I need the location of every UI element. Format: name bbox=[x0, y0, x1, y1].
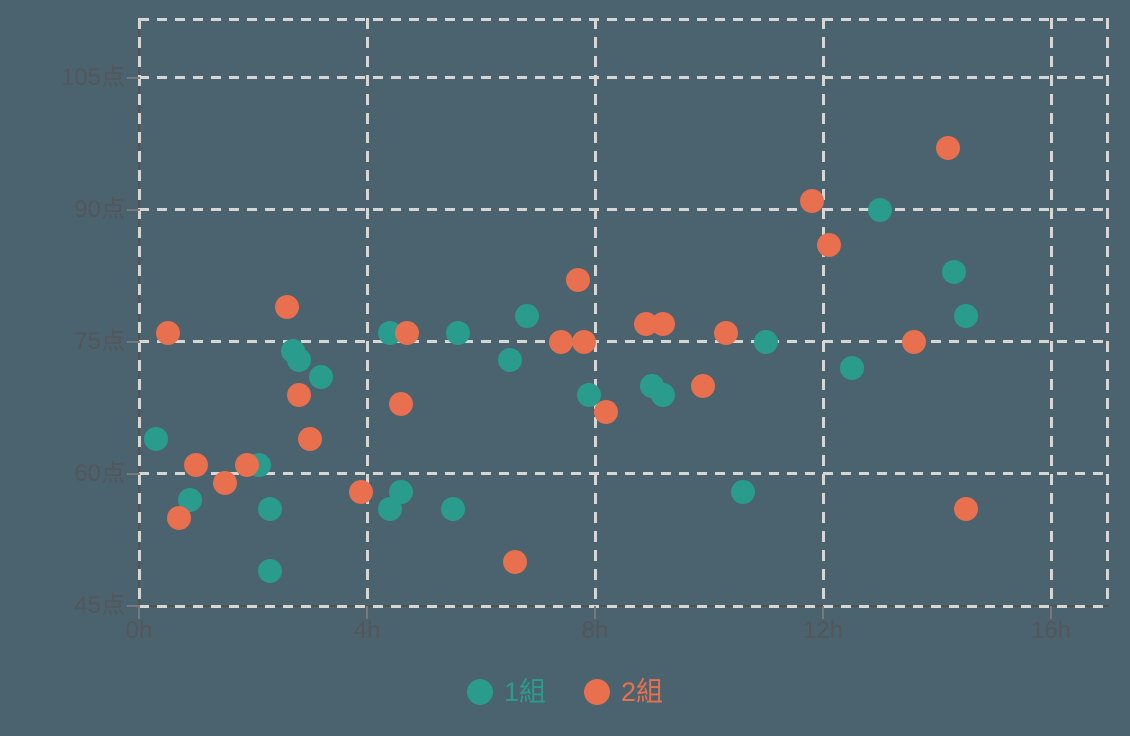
data-point-series-1 bbox=[651, 382, 676, 407]
data-point-series-1 bbox=[286, 347, 311, 372]
gridline-y-90 bbox=[139, 208, 1108, 212]
legend-swatch-icon bbox=[466, 679, 493, 705]
gridline-y-60 bbox=[139, 472, 1108, 476]
data-point-series-2 bbox=[571, 329, 596, 354]
x-tick-16 bbox=[1050, 606, 1052, 619]
data-point-series-2 bbox=[714, 321, 739, 346]
data-point-series-2 bbox=[235, 453, 260, 478]
y-tick-label-75: 75点 bbox=[74, 327, 125, 355]
gridline-y-45 bbox=[139, 604, 1108, 608]
y-tick-60 bbox=[127, 472, 140, 475]
data-point-series-1 bbox=[514, 303, 539, 328]
y-tick-105 bbox=[127, 76, 140, 79]
y-tick-90 bbox=[127, 208, 140, 211]
data-point-series-1 bbox=[389, 479, 414, 504]
y-tick-label-60: 60点 bbox=[74, 459, 125, 487]
data-point-series-1 bbox=[258, 558, 283, 583]
data-point-series-2 bbox=[212, 470, 237, 495]
data-point-series-2 bbox=[651, 312, 676, 337]
gridline-y-75 bbox=[139, 340, 1108, 344]
data-point-series-1 bbox=[440, 497, 465, 522]
data-point-series-1 bbox=[258, 497, 283, 522]
y-tick-45 bbox=[127, 605, 140, 607]
x-tick-12 bbox=[822, 606, 824, 619]
data-point-series-1 bbox=[839, 356, 864, 381]
data-point-series-1 bbox=[731, 479, 756, 504]
data-point-series-1 bbox=[309, 365, 334, 390]
x-tick-8 bbox=[594, 606, 596, 619]
x-tick-0 bbox=[138, 606, 140, 619]
gridline-x-8 bbox=[593, 18, 597, 606]
data-point-series-1 bbox=[868, 197, 892, 222]
x-tick-label-0: 0h bbox=[125, 617, 153, 644]
data-point-series-2 bbox=[503, 549, 528, 574]
data-point-series-2 bbox=[548, 329, 573, 354]
gridline-y-105 bbox=[139, 76, 1108, 80]
legend-label: 1組 bbox=[503, 677, 546, 707]
plot-border-top bbox=[139, 18, 1108, 21]
gridline-x-0-axis-overlay bbox=[137, 18, 141, 606]
data-point-series-2 bbox=[594, 400, 619, 425]
plot-border-right bbox=[1106, 18, 1109, 606]
gridline-x-12 bbox=[821, 18, 825, 606]
y-tick-label-105: 105点 bbox=[60, 63, 125, 91]
chart-legend: 1組 2組 bbox=[0, 666, 1130, 718]
y-tick-label-45: 45点 bbox=[74, 592, 125, 619]
plot-area bbox=[137, 18, 1109, 608]
x-tick-label-8: 8h bbox=[581, 617, 609, 644]
gridline-x-4 bbox=[365, 18, 369, 606]
data-point-series-2 bbox=[298, 426, 322, 451]
data-point-series-2 bbox=[816, 233, 841, 258]
y-tick-75 bbox=[127, 340, 140, 343]
data-point-series-2 bbox=[691, 373, 716, 398]
data-point-series-2 bbox=[155, 321, 180, 346]
data-point-series-2 bbox=[389, 391, 414, 416]
legend-swatch-icon bbox=[584, 679, 610, 705]
legend-item-1組[interactable]: 1組 bbox=[466, 677, 546, 707]
y-tick-label-90: 90点 bbox=[74, 195, 125, 223]
x-tick-label-16: 16h bbox=[1030, 617, 1072, 644]
legend-label: 2組 bbox=[621, 677, 664, 707]
data-point-series-2 bbox=[184, 453, 208, 478]
data-point-series-2 bbox=[953, 497, 978, 522]
data-point-series-1 bbox=[446, 321, 471, 346]
data-point-series-2 bbox=[565, 268, 590, 293]
data-point-series-2 bbox=[275, 294, 300, 319]
data-point-series-1 bbox=[497, 347, 522, 372]
x-tick-4 bbox=[366, 606, 368, 619]
data-point-series-1 bbox=[953, 303, 978, 328]
data-point-series-2 bbox=[902, 329, 927, 354]
legend-item-2組[interactable]: 2組 bbox=[584, 677, 663, 707]
data-point-series-2 bbox=[286, 382, 311, 407]
gridline-x-16 bbox=[1049, 18, 1053, 606]
data-point-series-1 bbox=[942, 259, 967, 284]
data-point-series-1 bbox=[144, 426, 169, 451]
x-tick-label-4: 4h bbox=[353, 617, 381, 644]
data-point-series-2 bbox=[166, 505, 191, 530]
data-point-series-2 bbox=[936, 136, 961, 161]
data-point-series-1 bbox=[754, 329, 778, 354]
data-point-series-2 bbox=[799, 189, 824, 214]
data-point-series-2 bbox=[394, 321, 419, 346]
x-tick-label-12: 12h bbox=[802, 617, 844, 644]
data-point-series-2 bbox=[349, 479, 374, 504]
